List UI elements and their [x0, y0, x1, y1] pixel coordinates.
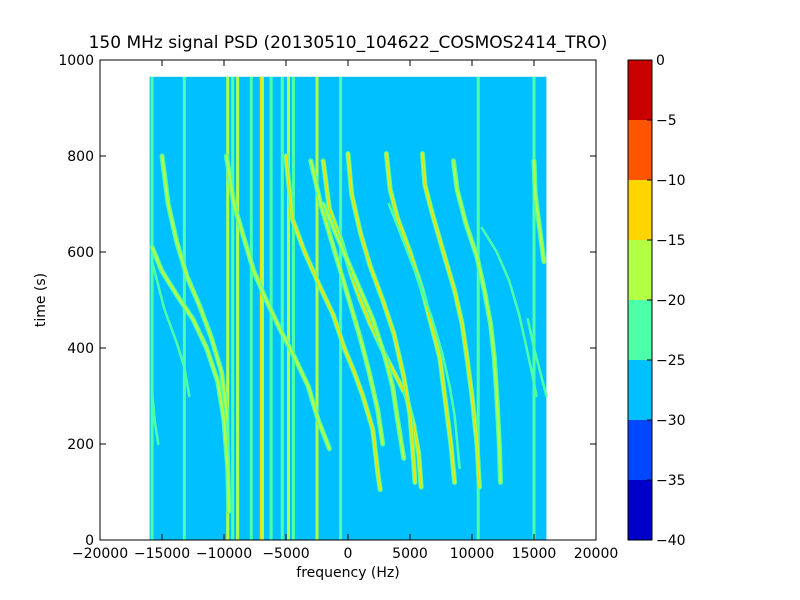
colorbar-tick-label: −35 [656, 473, 686, 489]
x-tick-label: 0 [344, 546, 353, 562]
x-tick-label: −5000 [262, 546, 309, 562]
y-tick-label: 800 [67, 149, 94, 165]
colorbar-tick-label: 0 [656, 53, 665, 69]
signal-trace [480, 226, 538, 398]
signal-trace [225, 154, 331, 451]
y-axis-label: time (s) [33, 273, 49, 327]
colorbar-band [628, 180, 652, 240]
signal-trace [347, 152, 416, 484]
y-tick-label: 600 [67, 245, 94, 261]
x-tick-label: 10000 [450, 546, 495, 562]
colorbar-tick-label: −20 [656, 293, 686, 309]
colorbar-band [628, 300, 652, 360]
signal-trace [150, 260, 191, 398]
signal-trace [321, 202, 406, 460]
x-tick-label: −10000 [196, 546, 252, 562]
colorbar-band [628, 420, 652, 480]
colorbar-band [628, 60, 652, 120]
signal-trace [532, 159, 546, 263]
colorbar-bands [628, 60, 652, 540]
colorbar-tick-label: −25 [656, 353, 686, 369]
colorbar-tick-label: −30 [656, 413, 686, 429]
x-tick-label: −15000 [134, 546, 190, 562]
y-tick-label: 0 [85, 533, 94, 549]
colorbar-band [628, 360, 652, 420]
chart-title: 150 MHz signal PSD (20130510_104622_COSM… [89, 33, 608, 53]
signal-trace [285, 155, 381, 491]
heatmap [149, 76, 548, 541]
plot-area: −20000 −15000 −10000 −5000 0 5000 10000 15000 20… [58, 53, 618, 562]
colorbar-ticks: 0 −5 −10 −15 −20 −25 −30 −35 −40 [647, 53, 686, 549]
colorbar-band [628, 120, 652, 180]
signal-trace [452, 159, 502, 484]
colorbar-tick-label: −40 [656, 533, 686, 549]
signal-trace [421, 152, 481, 488]
signal-trace [150, 245, 231, 513]
signal-trace [526, 317, 548, 398]
y-tick-label: 400 [67, 341, 94, 357]
signal-trace [387, 202, 461, 470]
colorbar-tick-label: −5 [656, 113, 677, 129]
x-axis: −20000 −15000 −10000 −5000 0 5000 10000 15000 20… [72, 60, 618, 562]
colorbar-band [628, 480, 652, 540]
colorbar-tick-label: −10 [656, 173, 686, 189]
x-axis-label: frequency (Hz) [296, 565, 399, 581]
x-tick-label: −20000 [72, 546, 128, 562]
y-axis: 0 200 400 600 800 1000 [58, 53, 596, 549]
y-tick-label: 200 [67, 437, 94, 453]
x-tick-label: 20000 [574, 546, 619, 562]
colorbar-band [628, 240, 652, 300]
x-tick-label: 15000 [512, 546, 557, 562]
signal-trace [160, 154, 229, 470]
y-tick-label: 1000 [58, 53, 94, 69]
x-tick-label: 5000 [392, 546, 428, 562]
signal-trace [150, 389, 160, 446]
signal-trace [309, 159, 384, 446]
colorbar-tick-label: −15 [656, 233, 686, 249]
colorbar: 0 −5 −10 −15 −20 −25 −30 −35 −40 [627, 53, 686, 549]
